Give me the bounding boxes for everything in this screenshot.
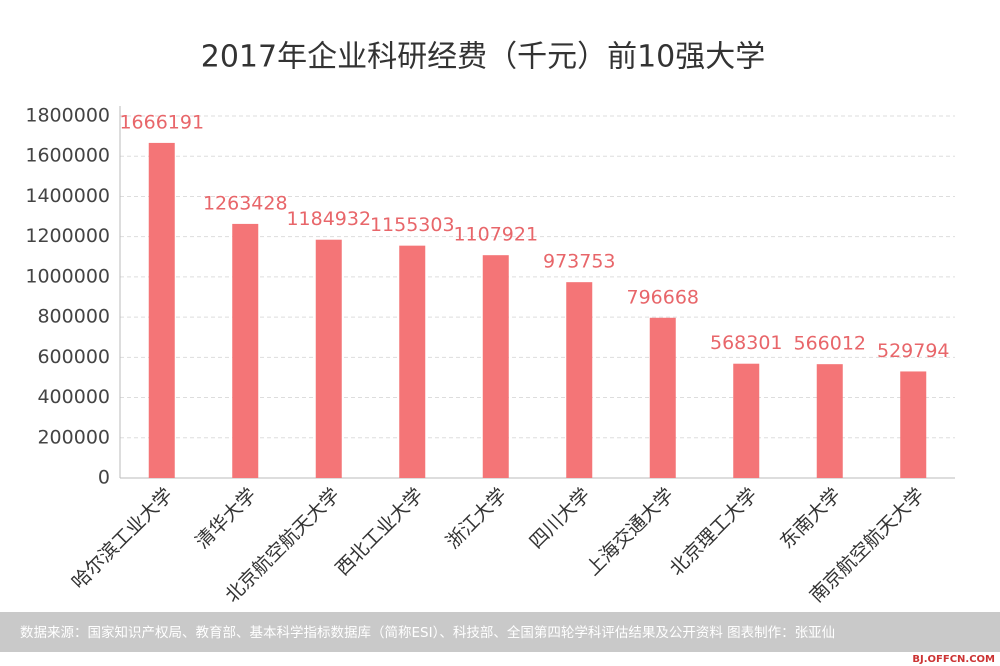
y-tick-label: 0 <box>98 467 110 489</box>
x-tick-label: 北京理工大学 <box>665 484 761 580</box>
value-label: 1666191 <box>119 111 204 133</box>
y-tick-label: 1000000 <box>25 265 110 287</box>
value-label: 568301 <box>710 332 783 354</box>
bar <box>649 317 676 478</box>
y-tick-label: 600000 <box>37 346 110 368</box>
x-tick-label: 西北工业大学 <box>331 484 427 580</box>
y-tick-label: 400000 <box>37 386 110 408</box>
bar <box>482 255 509 478</box>
bar <box>232 223 259 478</box>
x-tick-label: 东南大学 <box>776 484 845 553</box>
x-tick-label: 四川大学 <box>525 484 594 553</box>
value-label: 973753 <box>543 251 616 273</box>
value-label: 796668 <box>626 286 699 308</box>
y-tick-label: 800000 <box>37 306 110 328</box>
value-label: 529794 <box>877 340 950 362</box>
x-tick-label: 浙江大学 <box>442 484 511 553</box>
y-tick-label: 200000 <box>37 426 110 448</box>
value-label: 566012 <box>793 333 866 355</box>
value-label: 1155303 <box>370 214 455 236</box>
y-tick-label: 1600000 <box>25 145 110 167</box>
bar <box>399 245 426 478</box>
value-label: 1263428 <box>203 192 288 214</box>
watermark: BJ.OFFCN.COM <box>912 654 995 665</box>
y-tick-label: 1800000 <box>25 105 110 127</box>
bar <box>148 142 175 479</box>
x-tick-label: 上海交通大学 <box>582 484 678 580</box>
source-note: 数据来源：国家知识产权局、教育部、基本科学指标数据库（简称ESI）、科技部、全国… <box>20 624 835 641</box>
bar <box>566 282 593 478</box>
bar <box>315 239 342 478</box>
y-tick-label: 1200000 <box>25 225 110 247</box>
footer-band <box>0 612 1000 652</box>
x-tick-label: 清华大学 <box>191 484 260 553</box>
x-tick-label: 哈尔滨工业大学 <box>68 484 178 594</box>
chart-title: 2017年企业科研经费（千元）前10强大学 <box>201 40 766 75</box>
bar <box>816 364 843 478</box>
y-tick-label: 1400000 <box>25 185 110 207</box>
bar <box>733 363 760 478</box>
value-label: 1184932 <box>286 208 371 230</box>
value-label: 1107921 <box>453 224 538 246</box>
bar <box>900 371 927 478</box>
